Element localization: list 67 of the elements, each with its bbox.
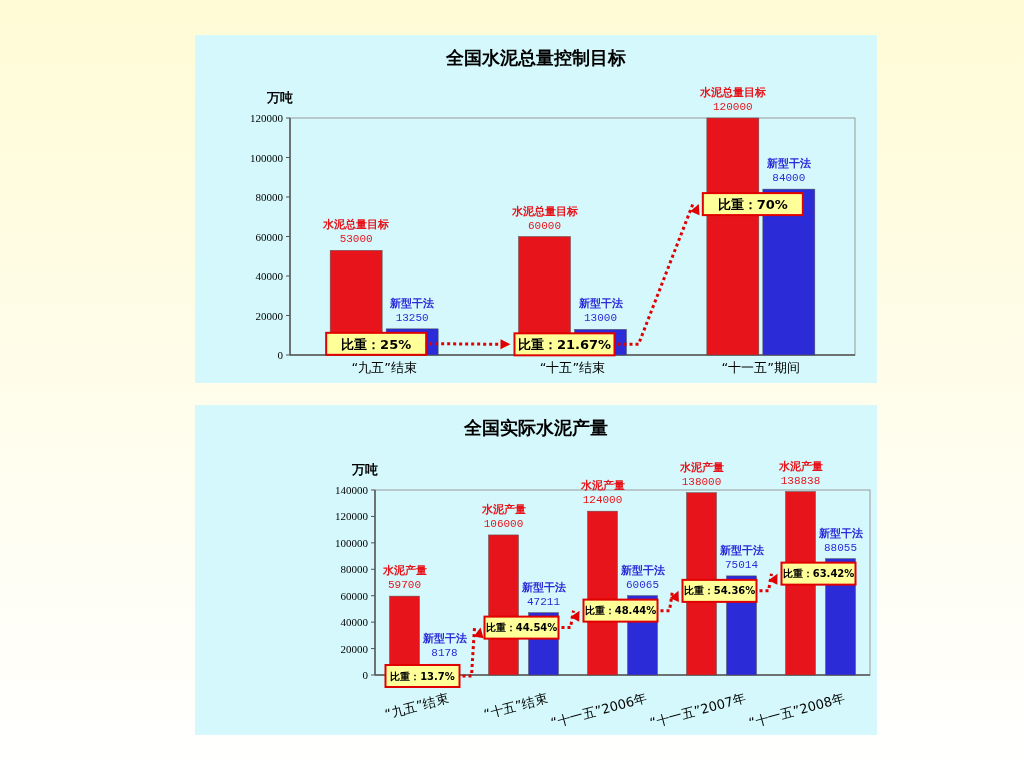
- text: 水泥产量: [580, 479, 625, 493]
- data-label: 8178: [431, 647, 458, 660]
- annotation: 比重：25%: [341, 336, 412, 352]
- y-tick-label: 40000: [340, 616, 369, 629]
- data-label: 124000: [582, 494, 623, 507]
- text: 水泥总量目标: [699, 86, 766, 99]
- series-label: 新型干法: [421, 632, 467, 646]
- text: 新型干法: [818, 526, 863, 540]
- data-label: 13250: [395, 311, 429, 324]
- data-label: 13000: [583, 312, 618, 325]
- data-label: 53000: [339, 233, 373, 246]
- x-tick-label: “十一五”2007年: [648, 690, 748, 731]
- text: 新型干法: [719, 543, 764, 557]
- y-tick-label: 60000: [340, 589, 369, 602]
- text: 新型干法: [521, 580, 566, 594]
- data-label: 120000: [713, 101, 753, 113]
- text: 新型干法: [766, 157, 811, 171]
- y-tick-label: 140000: [335, 484, 369, 496]
- y-tick-label: 0: [362, 669, 369, 681]
- annotation: 比重：70%: [717, 196, 788, 212]
- series-label: 水泥产量: [381, 564, 427, 578]
- y-tick-label: 80000: [255, 191, 284, 203]
- y-tick-label: 20000: [340, 642, 369, 655]
- text: 新型干法: [578, 297, 623, 311]
- y-tick-label: 100000: [335, 536, 369, 549]
- data-label: 59700: [387, 579, 422, 592]
- x-tick-label: “九五”结束: [383, 690, 451, 722]
- text: 水泥产量: [778, 459, 823, 473]
- data-label: 88055: [823, 541, 858, 554]
- x-tick-label: “九五”结束: [351, 360, 417, 375]
- data-label: 60000: [527, 219, 562, 232]
- y-tick-label: 120000: [250, 112, 284, 124]
- x-tick-label: “十一五”2006年: [549, 690, 649, 731]
- annotation: 比重：13.7%: [390, 670, 455, 682]
- text: 水泥总量目标: [323, 218, 390, 232]
- text: 水泥产量: [679, 460, 724, 474]
- x-tick-label: “十五”结束: [482, 690, 550, 722]
- data-label: 106000: [483, 517, 524, 530]
- series-label: 新型干法: [389, 296, 435, 310]
- text: 新型干法: [620, 563, 665, 577]
- y-tick-label: 80000: [340, 563, 369, 576]
- annotation: 比重：54.36%: [683, 585, 756, 597]
- annotation: 比重：48.44%: [584, 605, 657, 617]
- text: 水泥产量: [481, 502, 526, 516]
- y-tick-label: 120000: [335, 510, 369, 523]
- y-tick-label: 60000: [255, 230, 284, 243]
- data-label: 138838: [780, 474, 821, 487]
- x-tick-label: “十一五”期间: [721, 360, 801, 375]
- chart-title: 全国水泥总量控制目标: [445, 47, 626, 68]
- y-tick-label: 0: [277, 349, 284, 361]
- y-axis-title: 万吨: [351, 462, 378, 477]
- data-label: 84000: [772, 172, 806, 185]
- y-tick-label: 20000: [255, 309, 284, 322]
- x-tick-label: “十一五”2008年: [747, 690, 847, 731]
- data-label: 138000: [681, 475, 722, 488]
- y-tick-label: 40000: [255, 270, 284, 282]
- data-label: 75014: [724, 558, 759, 571]
- data-label: 60065: [625, 578, 660, 591]
- y-axis-title: 万吨: [266, 90, 293, 105]
- data-label: 47211: [526, 595, 561, 608]
- series-label: 水泥总量目标: [510, 204, 578, 218]
- y-tick-label: 100000: [250, 151, 284, 164]
- x-tick-label: “十五”结束: [539, 360, 606, 375]
- annotation: 比重：63.42%: [782, 568, 855, 580]
- annotation: 比重：44.54%: [485, 622, 558, 634]
- annotation: 比重：21.67%: [517, 337, 612, 353]
- chart-title: 全国实际水泥产量: [463, 417, 608, 438]
